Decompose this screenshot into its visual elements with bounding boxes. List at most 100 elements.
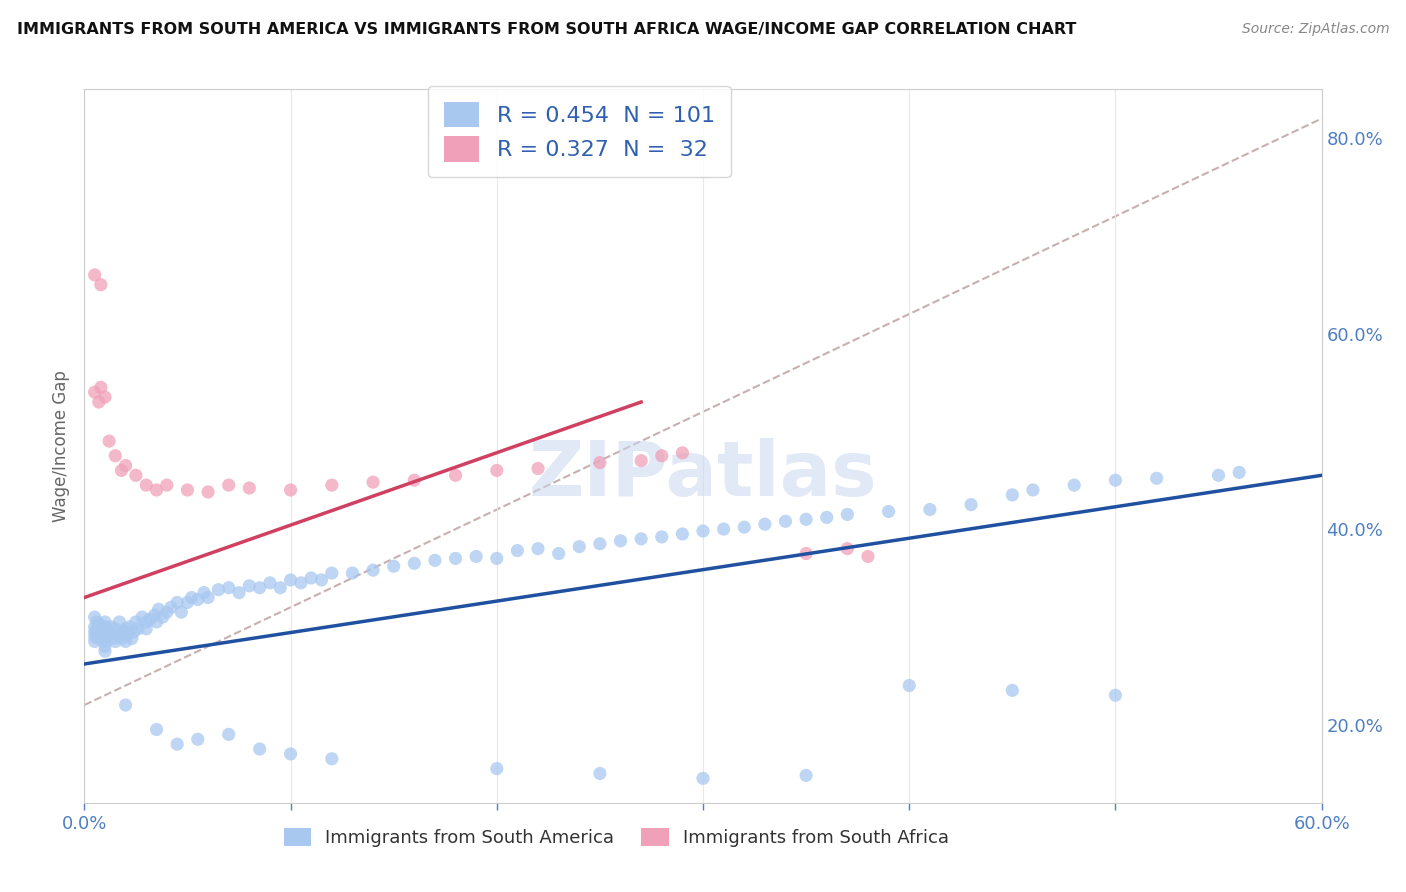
Point xyxy=(651,449,673,463)
Point xyxy=(187,732,209,747)
Point xyxy=(83,624,105,639)
Point xyxy=(87,395,110,409)
Point xyxy=(404,557,426,571)
Point xyxy=(671,527,693,541)
Point xyxy=(94,390,117,404)
Point xyxy=(815,510,838,524)
Point xyxy=(794,512,817,526)
Point xyxy=(90,380,112,394)
Point xyxy=(713,522,735,536)
Point xyxy=(83,634,105,648)
Point xyxy=(1104,688,1126,702)
Point xyxy=(83,268,105,282)
Point xyxy=(444,551,467,566)
Point xyxy=(290,575,312,590)
Point xyxy=(775,514,797,528)
Point xyxy=(197,485,219,500)
Point xyxy=(143,608,166,623)
Point xyxy=(692,524,714,538)
Point xyxy=(280,747,302,761)
Point xyxy=(444,468,467,483)
Point xyxy=(651,530,673,544)
Point xyxy=(121,632,143,646)
Point xyxy=(228,585,250,599)
Point xyxy=(207,582,229,597)
Point xyxy=(589,537,612,551)
Point xyxy=(1146,471,1168,485)
Point xyxy=(114,634,136,648)
Point xyxy=(280,483,302,497)
Point xyxy=(197,591,219,605)
Point xyxy=(176,483,198,497)
Point xyxy=(176,595,198,609)
Point xyxy=(170,605,193,619)
Point xyxy=(404,473,426,487)
Point xyxy=(898,678,921,692)
Point xyxy=(148,602,170,616)
Point xyxy=(94,615,117,629)
Point xyxy=(83,385,105,400)
Point xyxy=(94,630,117,644)
Point xyxy=(311,573,333,587)
Point xyxy=(135,622,157,636)
Point xyxy=(794,547,817,561)
Point xyxy=(125,615,148,629)
Point xyxy=(86,615,108,629)
Point xyxy=(94,644,117,658)
Point xyxy=(960,498,983,512)
Point xyxy=(671,446,693,460)
Point xyxy=(145,615,167,629)
Point xyxy=(114,698,136,712)
Point xyxy=(187,592,209,607)
Point xyxy=(87,632,110,646)
Y-axis label: Wage/Income Gap: Wage/Income Gap xyxy=(52,370,70,522)
Point xyxy=(361,563,384,577)
Point xyxy=(114,458,136,473)
Point xyxy=(527,461,550,475)
Point xyxy=(193,585,215,599)
Point xyxy=(299,571,322,585)
Point xyxy=(117,628,139,642)
Point xyxy=(122,624,145,639)
Point xyxy=(238,481,260,495)
Point xyxy=(104,622,127,636)
Point xyxy=(131,610,153,624)
Point xyxy=(589,456,612,470)
Point xyxy=(568,540,591,554)
Point xyxy=(98,434,121,449)
Point xyxy=(218,581,240,595)
Point xyxy=(94,620,117,634)
Point xyxy=(1063,478,1085,492)
Point xyxy=(342,566,364,580)
Point xyxy=(321,752,343,766)
Point xyxy=(837,508,859,522)
Point xyxy=(104,449,127,463)
Point xyxy=(259,575,281,590)
Point xyxy=(86,624,108,639)
Point xyxy=(485,762,508,776)
Point xyxy=(100,620,122,634)
Point xyxy=(218,727,240,741)
Point xyxy=(125,468,148,483)
Point xyxy=(794,768,817,782)
Point xyxy=(104,634,127,648)
Point xyxy=(91,632,114,646)
Point xyxy=(733,520,755,534)
Point xyxy=(90,277,112,292)
Point xyxy=(83,610,105,624)
Point xyxy=(527,541,550,556)
Point xyxy=(110,632,132,646)
Point xyxy=(609,533,631,548)
Point xyxy=(321,478,343,492)
Point xyxy=(135,615,157,629)
Text: IMMIGRANTS FROM SOUTH AMERICA VS IMMIGRANTS FROM SOUTH AFRICA WAGE/INCOME GAP CO: IMMIGRANTS FROM SOUTH AMERICA VS IMMIGRA… xyxy=(17,22,1076,37)
Point xyxy=(156,478,179,492)
Point xyxy=(98,624,121,639)
Point xyxy=(269,581,291,595)
Point xyxy=(754,517,776,532)
Point xyxy=(1001,488,1024,502)
Point xyxy=(145,723,167,737)
Point xyxy=(692,772,714,786)
Point xyxy=(423,553,446,567)
Point xyxy=(156,605,179,619)
